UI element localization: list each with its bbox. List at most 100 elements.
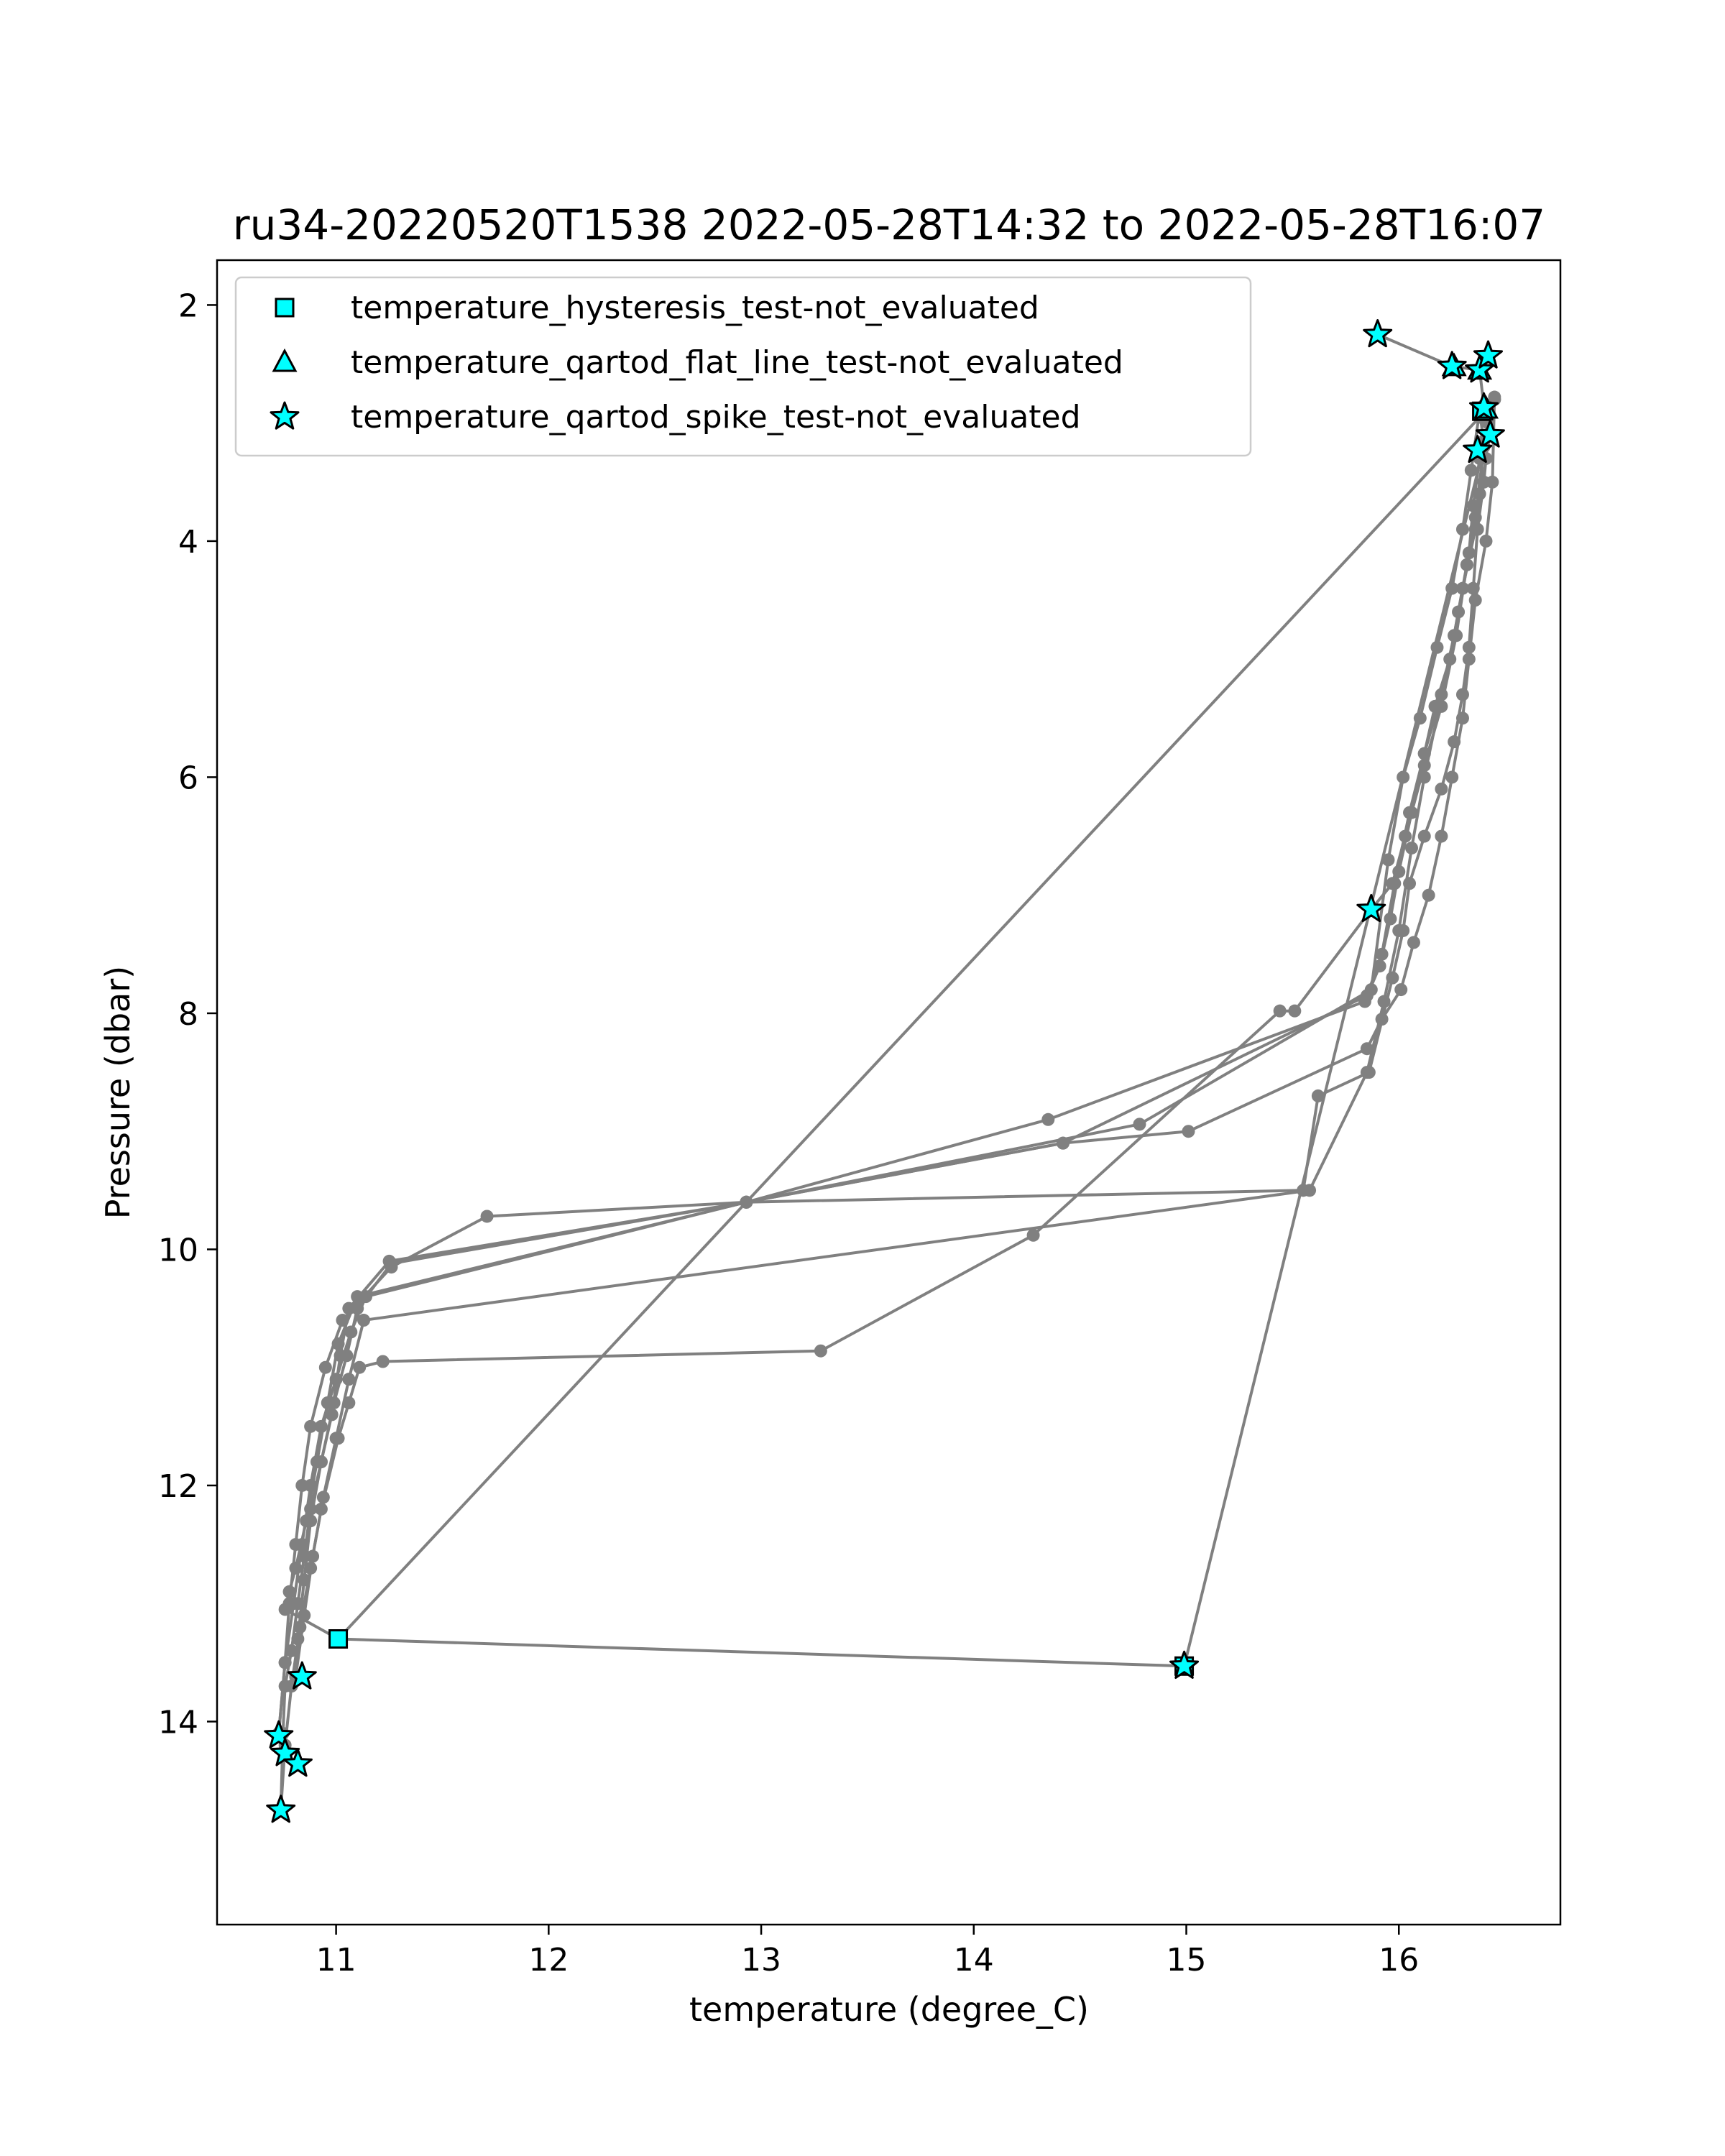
y-tick-label: 14 [158,1704,198,1741]
y-tick-label: 2 [178,287,198,324]
x-tick-label: 15 [1167,1942,1207,1978]
x-tick-label: 13 [741,1942,781,1978]
data-point [351,1302,364,1315]
data-point [1435,829,1448,843]
spike-marker [1169,1650,1200,1679]
data-point [1041,1112,1055,1126]
data-point [1373,959,1386,973]
spike-marker [266,1795,296,1823]
data-point [298,1608,311,1622]
data-point [351,1290,364,1304]
data-point [1488,390,1501,404]
data-point [1358,995,1371,1008]
data-point [327,1396,341,1409]
data-point [353,1360,367,1374]
data-point [1133,1118,1146,1131]
data-point [1407,936,1420,949]
spike-marker [1473,340,1503,369]
legend-marker-star [270,401,300,430]
data-point [329,1432,343,1445]
legend-marker-triangle [272,348,298,372]
data-point [1026,1228,1040,1242]
y-tick-label: 6 [178,760,198,796]
x-axis-label: temperature (degree_C) [689,1990,1089,2029]
spike-marker [1469,392,1499,420]
data-point [318,1360,332,1374]
marker-layer [264,319,1505,1823]
spike-marker [264,1720,294,1749]
data-point [1455,711,1469,725]
legend-label: temperature_qartod_spike_test-not_evalua… [351,399,1081,436]
data-point [1392,865,1406,878]
x-tick-label: 16 [1379,1942,1419,1978]
data-point [480,1210,494,1223]
data-point [1364,983,1378,997]
data-point [1392,923,1406,937]
data-point [278,1656,292,1669]
data-point [316,1491,330,1504]
data-point [1486,475,1499,489]
data-point [306,1549,320,1563]
data-point [1464,464,1478,477]
data-point [1384,912,1397,926]
series-layer [272,328,1501,1817]
x-tick-label: 12 [528,1942,569,1978]
legend-box [234,276,1252,457]
spike-marker [1475,419,1505,448]
data-point [1460,558,1473,571]
data-point [1381,853,1395,867]
spike-marker [1356,893,1386,923]
spike-marker [282,1749,313,1777]
y-tick-label: 4 [178,524,198,561]
axes: 11 12 13 14 15 16 2 4 6 8 10 12 14 [158,287,1419,1978]
data-point [1360,1066,1374,1079]
data-point [1473,487,1486,501]
data-point [1311,1089,1325,1102]
data-point [282,1585,296,1598]
data-point [1417,770,1431,784]
legend-label: temperature_hysteresis_test-not_evaluate… [351,290,1039,326]
legend-label: temperature_qartod_flat_line_test-not_ev… [351,344,1123,381]
spike-marker [1465,354,1495,383]
data-point [1455,688,1469,701]
hysteresis-marker [328,1629,349,1649]
data-point [1404,806,1418,819]
legend: temperature_hysteresis_test-not_evaluate… [234,276,1252,457]
data-point [314,1455,328,1469]
data-point [740,1195,753,1209]
y-axis-label: Pressure (dbar) [98,966,137,1219]
data-point [331,1337,345,1350]
data-point [1422,888,1435,902]
data-point [304,1419,318,1433]
data-point [1417,829,1431,843]
data-point [1303,1184,1317,1197]
data-point [376,1355,390,1368]
data-point [1468,594,1482,607]
data-point [1435,782,1448,796]
data-point [1479,534,1493,548]
data-point [814,1344,827,1358]
data-point [1448,629,1461,642]
series-line [337,416,1481,1640]
y-tick-label: 8 [178,996,198,1033]
data-point [1288,1004,1302,1018]
data-point [1182,1125,1195,1138]
data-point [278,1603,292,1616]
series-line [294,441,1486,1677]
data-point [1394,983,1408,997]
data-point [289,1561,303,1575]
chart-title: ru34-20220520T1538 2022-05-28T14:32 to 2… [233,201,1545,249]
data-point [304,1514,318,1528]
data-point [1404,841,1418,854]
spike-marker [287,1661,317,1690]
data-point [340,1349,354,1363]
y-tick-label: 10 [158,1232,198,1268]
legend-marker-square [275,298,295,318]
data-point [1056,1136,1070,1150]
data-point [342,1373,356,1386]
data-point [1377,995,1391,1008]
x-tick-label: 14 [954,1942,994,1978]
data-point [1432,699,1446,713]
y-tick-label: 12 [158,1468,198,1505]
